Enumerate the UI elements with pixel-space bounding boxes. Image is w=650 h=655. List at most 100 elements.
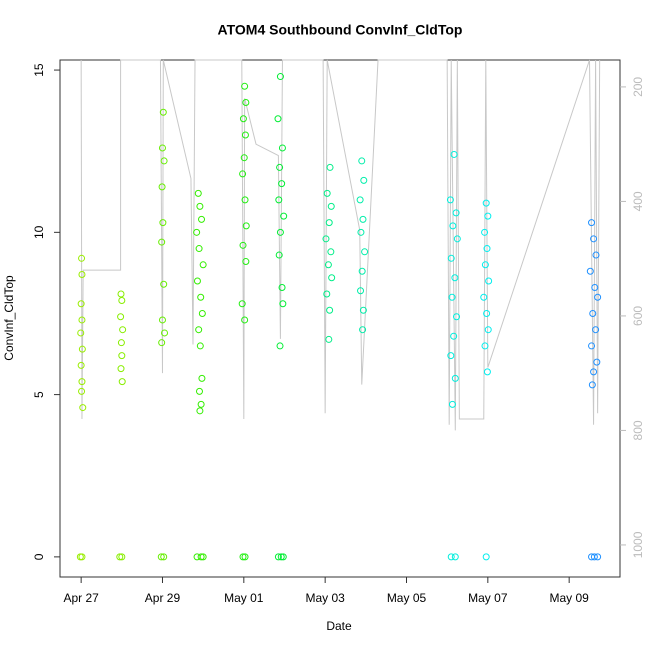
point xyxy=(160,157,168,165)
point xyxy=(358,157,366,165)
point xyxy=(241,82,249,90)
y-tick-label: 10 xyxy=(32,225,46,239)
point xyxy=(328,274,336,282)
point xyxy=(586,267,594,275)
point xyxy=(594,293,602,301)
point xyxy=(483,368,491,376)
point xyxy=(279,300,287,308)
y2-tick-label: 600 xyxy=(631,306,645,326)
point xyxy=(78,387,86,395)
point xyxy=(323,189,331,197)
x-tick-label: May 07 xyxy=(468,591,508,605)
point xyxy=(448,400,456,408)
point xyxy=(324,261,332,269)
point xyxy=(242,258,250,266)
point xyxy=(241,196,249,204)
point xyxy=(197,553,205,561)
point xyxy=(485,277,493,285)
point xyxy=(594,553,602,561)
point xyxy=(276,228,284,236)
point xyxy=(451,274,459,282)
point xyxy=(275,251,283,259)
point xyxy=(195,326,203,334)
point xyxy=(590,553,598,561)
point xyxy=(196,202,204,210)
point xyxy=(195,387,203,395)
point xyxy=(240,154,248,162)
point xyxy=(484,326,492,334)
point xyxy=(278,284,286,292)
point xyxy=(199,553,207,561)
point xyxy=(117,339,125,347)
point xyxy=(241,553,249,561)
point xyxy=(239,170,247,178)
point xyxy=(359,326,367,334)
point xyxy=(450,150,458,158)
point xyxy=(327,202,335,210)
point xyxy=(160,280,168,288)
point xyxy=(483,245,491,253)
point xyxy=(357,287,365,295)
point xyxy=(480,293,488,301)
point xyxy=(158,238,166,246)
point xyxy=(239,241,247,249)
y2-tick-label: 400 xyxy=(631,191,645,211)
point xyxy=(196,342,204,350)
y-tick-label: 0 xyxy=(32,553,46,560)
point xyxy=(274,115,282,123)
point xyxy=(78,345,86,353)
point xyxy=(481,342,489,350)
point xyxy=(453,313,461,321)
point xyxy=(449,222,457,230)
x-tick-label: Apr 29 xyxy=(145,591,181,605)
point xyxy=(159,219,167,227)
y2-tick-label: 800 xyxy=(631,420,645,440)
point xyxy=(117,313,125,321)
point xyxy=(447,352,455,360)
point xyxy=(453,235,461,243)
point xyxy=(322,235,330,243)
point xyxy=(160,553,168,561)
point xyxy=(356,196,364,204)
point xyxy=(325,219,333,227)
point xyxy=(590,368,598,376)
point xyxy=(78,378,86,386)
point xyxy=(118,352,126,360)
x-tick-label: Apr 27 xyxy=(63,591,99,605)
y2-tick-label: 200 xyxy=(631,77,645,97)
point xyxy=(323,290,331,298)
x-tick-label: May 05 xyxy=(387,591,427,605)
point xyxy=(588,381,596,389)
point xyxy=(242,222,250,230)
point xyxy=(193,228,201,236)
point xyxy=(117,365,125,373)
point xyxy=(117,290,125,298)
point xyxy=(276,163,284,171)
point xyxy=(238,300,246,308)
point xyxy=(325,335,333,343)
point xyxy=(158,183,166,191)
point xyxy=(448,293,456,301)
point xyxy=(158,339,166,347)
point xyxy=(196,407,204,415)
point xyxy=(327,248,335,256)
point xyxy=(593,358,601,366)
point xyxy=(158,316,166,324)
point xyxy=(78,254,86,262)
point xyxy=(119,326,127,334)
point xyxy=(239,115,247,123)
point xyxy=(278,144,286,152)
point xyxy=(590,235,598,243)
y-axis-label: ConvInf_CldTop xyxy=(2,275,16,361)
point xyxy=(161,329,169,337)
point xyxy=(326,163,334,171)
point xyxy=(159,108,167,116)
point xyxy=(275,196,283,204)
point xyxy=(592,251,600,259)
point xyxy=(118,296,126,304)
y2-tick-label: 1000 xyxy=(631,531,645,558)
point xyxy=(361,248,369,256)
point xyxy=(588,219,596,227)
point xyxy=(116,553,124,561)
